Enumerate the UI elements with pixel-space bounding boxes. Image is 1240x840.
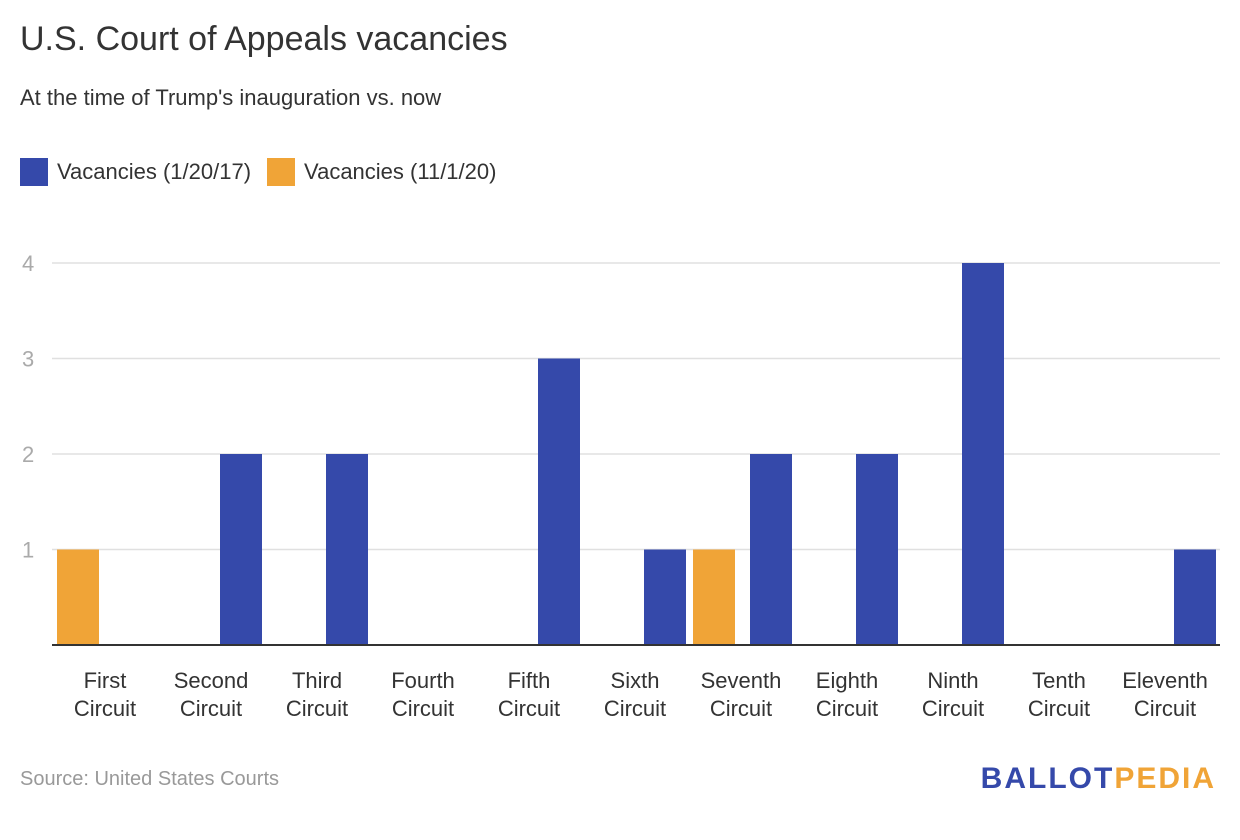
x-tick-label: Ninth [927, 668, 978, 693]
legend-label-series-1: Vacancies (1/20/17) [57, 159, 252, 184]
bar-vacancies-2017-third[interactable] [326, 454, 368, 645]
x-tick-label: Fifth [508, 668, 551, 693]
legend-item-series-1[interactable]: Vacancies (1/20/17) [20, 158, 251, 186]
bar-vacancies-2020-first[interactable] [57, 549, 99, 646]
bar-vacancies-2017-sixth[interactable] [644, 549, 686, 646]
bar-vacancies-2017-eighth[interactable] [856, 454, 898, 645]
legend-label-series-2: Vacancies (11/1/20) [304, 159, 497, 184]
x-tick-label: Circuit [498, 696, 560, 721]
x-tick-label: Circuit [286, 696, 348, 721]
chart-legend: Vacancies (1/20/17) Vacancies (11/1/20) [20, 158, 512, 186]
y-tick-label: 1 [22, 538, 34, 563]
bar-vacancies-2017-fifth[interactable] [538, 358, 580, 646]
x-tick-label: Sixth [611, 668, 660, 693]
x-tick-label: Tenth [1032, 668, 1086, 693]
bar-vacancies-2020-seventh[interactable] [693, 549, 735, 646]
x-tick-label: Fourth [391, 668, 455, 693]
x-tick-label: Circuit [604, 696, 666, 721]
x-tick-label: Eleventh [1122, 668, 1208, 693]
x-tick-label: Third [292, 668, 342, 693]
source-note: Source: United States Courts [20, 768, 280, 790]
bar-vacancies-2017-second[interactable] [220, 454, 262, 645]
legend-item-series-2[interactable]: Vacancies (11/1/20) [267, 158, 496, 186]
x-tick-label: Seventh [701, 668, 782, 693]
x-tick-label: Circuit [710, 696, 772, 721]
x-tick-label: Circuit [74, 696, 136, 721]
y-tick-label: 2 [22, 442, 34, 467]
ballotpedia-logo: BALLOTPEDIA [981, 762, 1216, 796]
legend-swatch-series-1 [20, 158, 48, 186]
chart-title: U.S. Court of Appeals vacancies [20, 20, 508, 58]
logo-part-ballot: BALLOT [980, 762, 1115, 795]
legend-swatch-series-2 [267, 158, 296, 186]
chart-subtitle: At the time of Trump's inauguration vs. … [20, 85, 442, 110]
x-tick-label: Circuit [1028, 696, 1090, 721]
x-tick-label: Circuit [392, 696, 454, 721]
y-tick-label: 3 [22, 347, 34, 372]
bar-vacancies-2017-seventh[interactable] [750, 454, 792, 645]
x-tick-label: Eighth [816, 668, 878, 693]
bar-vacancies-2017-ninth[interactable] [962, 263, 1004, 645]
x-tick-label: Circuit [1134, 696, 1196, 721]
x-tick-label: Circuit [180, 696, 242, 721]
x-tick-label: Circuit [816, 696, 878, 721]
x-tick-label: Second [174, 668, 249, 693]
logo-part-pedia: PEDIA [1114, 762, 1216, 795]
x-tick-label: First [84, 668, 127, 693]
x-tick-label: Circuit [922, 696, 984, 721]
y-tick-label: 4 [22, 251, 34, 276]
bar-vacancies-2017-eleventh[interactable] [1174, 549, 1216, 646]
